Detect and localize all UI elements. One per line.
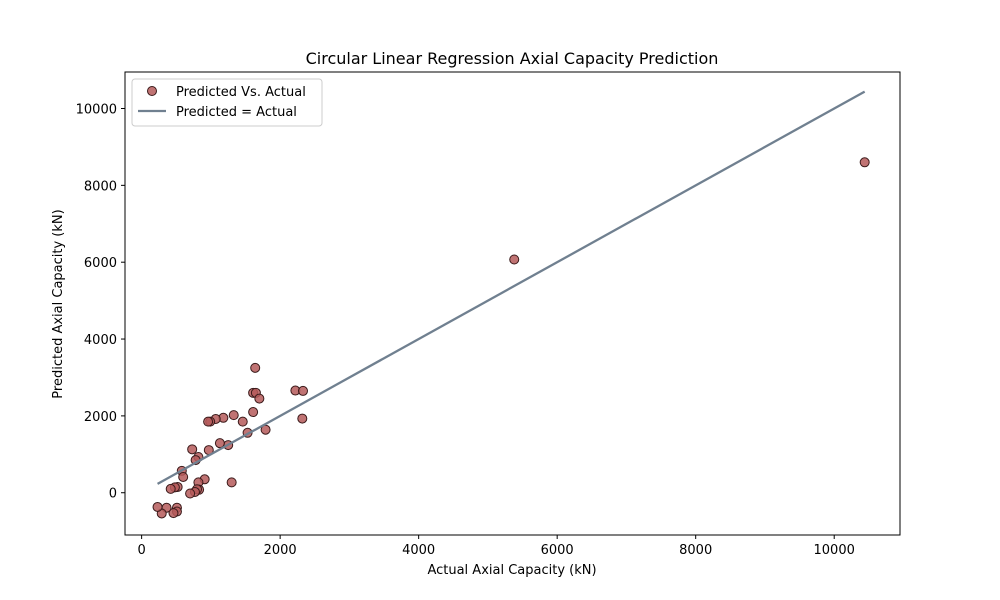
data-marks (152, 90, 870, 519)
x-tick-label: 2000 (264, 543, 297, 558)
x-tick-label: 4000 (402, 543, 435, 558)
scatter-point (297, 413, 308, 424)
scatter-point (254, 393, 265, 404)
scatter-point (203, 416, 214, 427)
y-axis-label: Predicted Axial Capacity (kN) (51, 209, 66, 398)
x-axis-label: Actual Axial Capacity (kN) (427, 563, 596, 578)
legend-line-label: Predicted = Actual (176, 105, 297, 120)
axis-ticks: 0 2000 4000 6000 8000 10000 0 2000 4000 6000 8000 1… (76, 103, 855, 558)
scatter-point (226, 477, 237, 488)
x-tick-label: 0 (137, 543, 145, 558)
y-tick-label: 10000 (76, 103, 117, 118)
legend-frame (131, 78, 323, 127)
scatter-point (509, 254, 520, 265)
scatter-point (237, 416, 248, 427)
y-tick-label: 0 (109, 487, 117, 502)
legend: Predicted Vs. Actual Predicted = Actual (131, 78, 323, 127)
x-tick-label: 10000 (814, 543, 855, 558)
scatter-point (165, 483, 176, 494)
axes-frame (124, 71, 901, 536)
y-tick-label: 8000 (84, 179, 117, 194)
scatter-point (187, 444, 198, 455)
scatter-point (152, 501, 163, 512)
y-tick-label: 6000 (84, 256, 117, 271)
scatter-point (248, 407, 259, 418)
scatter-point (297, 385, 308, 396)
scatter-point (185, 488, 196, 499)
x-tick-label: 8000 (679, 543, 712, 558)
x-tick-label: 6000 (541, 543, 574, 558)
scatter-point (250, 362, 261, 373)
scatter-point (214, 438, 225, 449)
legend-scatter-marker (147, 86, 157, 96)
y-tick-label: 4000 (84, 333, 117, 348)
scatter-point (859, 157, 870, 168)
legend-scatter-label: Predicted Vs. Actual (176, 85, 306, 100)
scatter-point (228, 410, 239, 421)
y-tick-label: 2000 (84, 410, 117, 425)
scatter-point (178, 471, 189, 482)
scatter-point (168, 508, 179, 519)
reference-line (156, 90, 866, 485)
chart-title: Circular Linear Regression Axial Capacit… (306, 49, 719, 68)
